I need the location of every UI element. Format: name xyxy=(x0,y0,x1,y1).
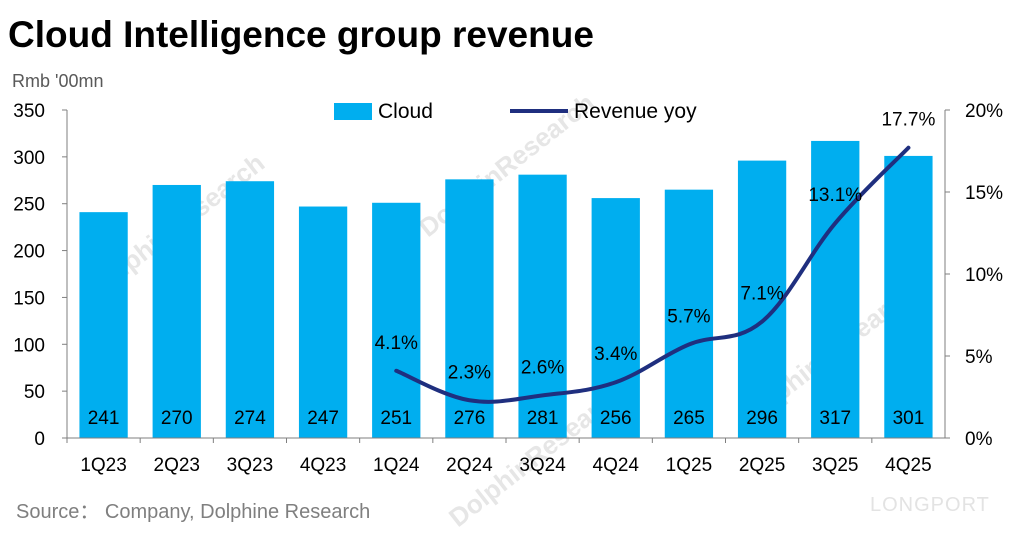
bar-2Q25 xyxy=(737,160,787,438)
y-tick-label: 350 xyxy=(13,101,45,122)
bar-4Q24 xyxy=(591,198,640,438)
bar-4Q25 xyxy=(884,155,933,439)
y-tick-label: 300 xyxy=(13,148,45,169)
y-tick-label: 0 xyxy=(34,429,45,450)
x-tick-label: 1Q24 xyxy=(373,455,420,476)
legend-swatch-cloud xyxy=(334,103,372,120)
y2-tick-label: 0% xyxy=(965,429,993,450)
bar-value-label: 274 xyxy=(234,408,266,429)
x-tick-label: 3Q23 xyxy=(227,455,273,476)
x-tick-label: 3Q25 xyxy=(812,455,858,476)
bar-3Q25 xyxy=(811,140,860,438)
chart-title: Cloud Intelligence group revenue xyxy=(8,14,594,55)
bar-3Q23 xyxy=(225,181,275,439)
x-tick-label: 2Q23 xyxy=(154,455,200,476)
bar-value-label: 270 xyxy=(161,408,193,429)
y-axis-unit-label: Rmb '00mn xyxy=(12,71,104,91)
bar-1Q24 xyxy=(372,202,421,438)
x-tick-label: 2Q25 xyxy=(739,455,785,476)
line-value-label: 7.1% xyxy=(740,284,783,305)
y2-tick-label: 10% xyxy=(965,265,1003,286)
bar-value-label: 301 xyxy=(893,408,925,429)
brand-watermark: LONGPORT xyxy=(870,494,990,516)
revenue-yoy-line xyxy=(394,145,911,404)
bar-value-label: 247 xyxy=(307,408,339,429)
y2-tick-label: 5% xyxy=(965,347,993,368)
bar-value-label: 296 xyxy=(746,408,778,429)
x-tick-label: 2Q24 xyxy=(446,455,493,476)
bar-value-label: 276 xyxy=(454,408,486,429)
bar-value-label: 241 xyxy=(88,408,120,429)
source-note: Source： Company, Dolphine Research xyxy=(16,501,371,523)
bar-1Q23 xyxy=(79,212,128,438)
bar-value-label: 256 xyxy=(600,408,632,429)
line-value-label: 5.7% xyxy=(667,307,710,328)
x-tick-label: 3Q24 xyxy=(519,455,566,476)
bar-4Q23 xyxy=(298,206,348,438)
y2-tick-label: 15% xyxy=(965,183,1003,204)
line-value-label: 3.4% xyxy=(594,344,637,365)
bar-value-label: 281 xyxy=(527,408,559,429)
x-tick-label: 1Q23 xyxy=(80,455,126,476)
y-tick-label: 100 xyxy=(13,335,45,356)
y2-tick-label: 20% xyxy=(965,101,1003,122)
line-value-label: 4.1% xyxy=(375,333,418,354)
bar-value-label: 265 xyxy=(673,408,705,429)
y-tick-label: 50 xyxy=(24,382,45,403)
x-tick-label: 1Q25 xyxy=(666,455,712,476)
legend-label-revenue-yoy: Revenue yoy xyxy=(574,100,697,123)
line-value-label: 2.3% xyxy=(448,362,491,383)
y-tick-label: 250 xyxy=(13,195,45,216)
bar-value-label: 251 xyxy=(380,408,412,429)
y-tick-label: 150 xyxy=(13,288,45,309)
y-tick-label: 200 xyxy=(13,242,45,263)
legend-label-cloud: Cloud xyxy=(378,100,433,123)
bar-1Q25 xyxy=(664,189,714,438)
bar-2Q23 xyxy=(152,184,201,438)
bar-value-label: 317 xyxy=(819,408,851,429)
line-value-label: 2.6% xyxy=(521,357,564,378)
x-tick-label: 4Q25 xyxy=(885,455,931,476)
x-tick-label: 4Q23 xyxy=(300,455,346,476)
line-value-label: 13.1% xyxy=(808,185,862,206)
x-tick-label: 4Q24 xyxy=(593,455,640,476)
line-value-label: 17.7% xyxy=(881,110,935,131)
